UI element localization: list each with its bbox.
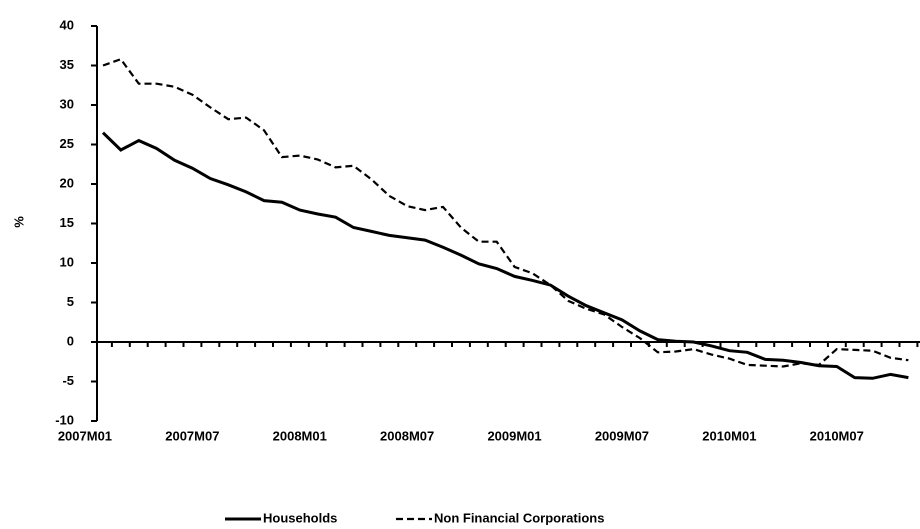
legend-label: Households [263,510,337,525]
y-tick-label: 10 [60,254,74,269]
x-tick-label: 2010M01 [702,428,756,443]
y-tick-label: 15 [60,215,74,230]
y-tick-label: 40 [60,17,74,32]
y-tick-label: -10 [55,412,74,427]
y-tick-label: 5 [67,294,74,309]
x-tick-label: 2008M07 [380,428,434,443]
y-tick-label: 0 [67,333,74,348]
x-tick-label: 2007M07 [165,428,219,443]
y-tick-label: 30 [60,96,74,111]
x-tick-label: 2009M01 [487,428,541,443]
data-line [102,57,909,368]
y-tick-label: 25 [60,136,74,151]
x-tick-label: 2008M01 [273,428,327,443]
x-tick-label: 2007M01 [58,428,112,443]
x-tick-label: 2010M07 [810,428,864,443]
legend-label: Non Financial Corporations [434,510,604,525]
y-tick-label: 35 [60,57,74,72]
y-tick-label: -5 [62,373,74,388]
y-axis-label: % [11,216,26,228]
y-tick-label: 20 [60,175,74,190]
data-line [101,131,909,380]
x-tick-label: 2009M07 [595,428,649,443]
